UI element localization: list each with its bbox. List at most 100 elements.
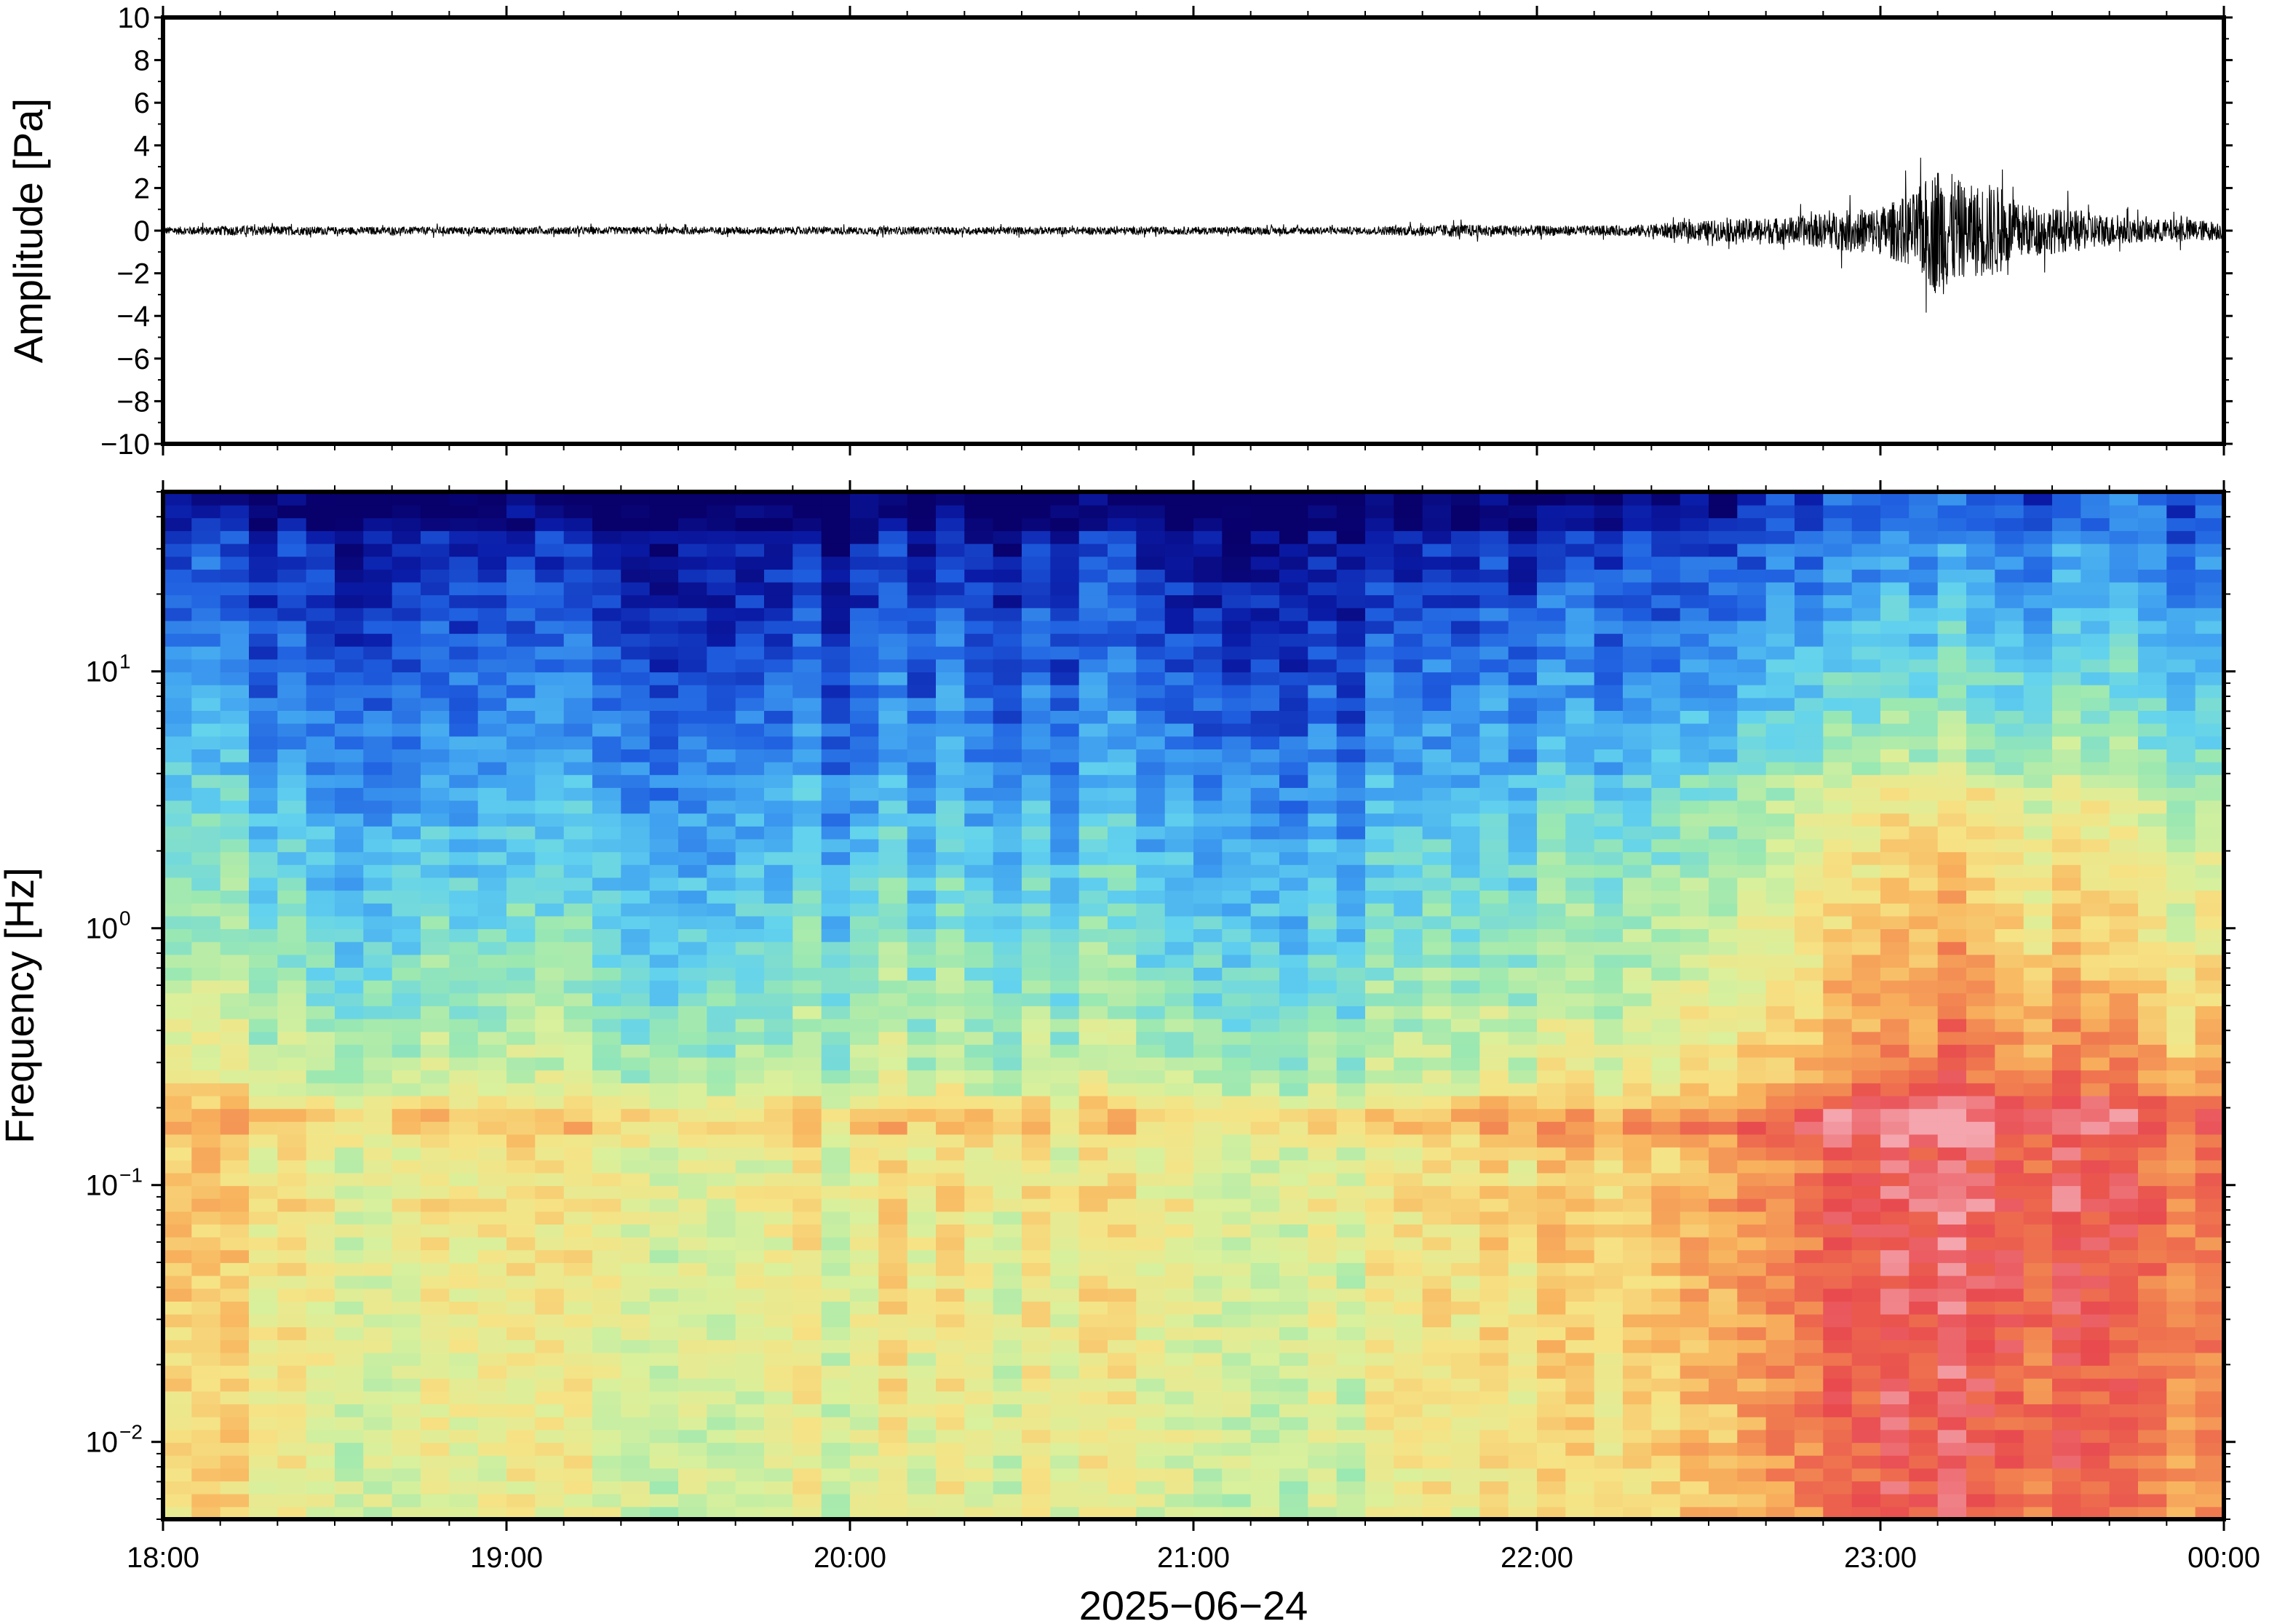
spectrogram-cell xyxy=(1537,736,1567,749)
spectrogram-cell xyxy=(1108,736,1137,749)
spectrogram-cell xyxy=(277,607,307,621)
spectrogram-cell xyxy=(1765,1442,1795,1456)
spectrogram-cell xyxy=(1508,723,1538,737)
spectrogram-cell xyxy=(764,543,794,557)
spectrogram-cell xyxy=(1136,1313,1166,1328)
spectrogram-cell xyxy=(1222,1493,1252,1508)
spectrogram-cell xyxy=(764,979,794,994)
spectrogram-cell xyxy=(878,1056,908,1071)
spectrogram-cell xyxy=(1164,1147,1194,1161)
spectrogram-cell xyxy=(1451,954,1481,968)
spectrogram-cell xyxy=(1479,556,1509,570)
spectrogram-cell xyxy=(592,1082,622,1096)
spectrogram-cell xyxy=(1336,954,1366,968)
spectrogram-cell xyxy=(707,1390,736,1405)
spectrogram-cell xyxy=(792,890,822,904)
spectrogram-cell xyxy=(1222,1454,1252,1469)
spectrogram-cell xyxy=(936,684,966,698)
spectrogram-cell xyxy=(964,838,994,853)
spectrogram-cell xyxy=(878,1262,908,1276)
spectrogram-cell xyxy=(1394,851,1423,865)
spectrogram-cell xyxy=(621,838,651,853)
spectrogram-cell xyxy=(335,838,365,853)
spectrogram-cell xyxy=(1050,1159,1080,1174)
spectrogram-cell xyxy=(191,1070,221,1083)
spectrogram-cell xyxy=(1709,1056,1738,1071)
spectrogram-cell xyxy=(936,1442,966,1456)
spectrogram-cell xyxy=(1479,1172,1509,1187)
spectrogram-cell xyxy=(993,581,1022,596)
spectrogram-cell xyxy=(1108,543,1137,557)
spectrogram-cell xyxy=(1795,1301,1824,1315)
spectrogram-cell xyxy=(1078,556,1108,570)
spectrogram-cell xyxy=(1222,954,1252,968)
spectrogram-cell xyxy=(1479,1006,1509,1019)
spectrogram-cell xyxy=(1193,1159,1223,1174)
spectrogram-cell xyxy=(878,1095,908,1110)
spectrogram-cell xyxy=(707,941,736,955)
spectrogram-cell xyxy=(306,1031,335,1045)
spectrogram-cell xyxy=(1537,967,1567,981)
spectrogram-cell xyxy=(1594,1262,1624,1276)
spectrogram-cell xyxy=(1880,1377,1910,1392)
spectrogram-cell xyxy=(535,1365,565,1379)
spectrogram-cell xyxy=(1880,1056,1910,1071)
spectrogram-cell xyxy=(993,890,1022,904)
spectrogram-cell xyxy=(506,1172,536,1187)
spectrogram-cell xyxy=(1250,1108,1280,1122)
spectrogram-cell xyxy=(1250,877,1280,891)
spectrogram-cell xyxy=(1709,645,1738,660)
spectrogram-cell xyxy=(506,1006,536,1019)
spectrogram-cell xyxy=(735,992,765,1006)
spectrogram-cell xyxy=(477,787,507,801)
spectrogram-cell xyxy=(1709,1121,1738,1135)
spectrogram-cell xyxy=(993,607,1022,621)
spectrogram-cell xyxy=(649,761,679,776)
spectrogram-cell xyxy=(1623,1416,1653,1430)
spectrogram-cell xyxy=(363,594,393,608)
spectrogram-cell xyxy=(1537,645,1567,660)
spectrogram-cell xyxy=(592,723,622,737)
spectrogram-cell xyxy=(764,620,794,634)
spectrogram-cell xyxy=(163,1056,193,1071)
spectrogram-cell xyxy=(735,633,765,647)
spectrogram-cell xyxy=(1594,967,1624,981)
spectrogram-cell xyxy=(1250,1147,1280,1161)
spectrogram-cell xyxy=(1279,607,1309,621)
spectrogram-cell xyxy=(1250,928,1280,942)
spectrogram-cell xyxy=(335,1018,365,1032)
spectrogram-cell xyxy=(1164,645,1194,660)
spectrogram-cell xyxy=(477,1121,507,1135)
spectrogram-cell xyxy=(907,954,937,968)
spectrogram-cell xyxy=(1193,1262,1223,1276)
spectrogram-cell xyxy=(649,813,679,827)
spectrogram-cell xyxy=(1394,1390,1423,1405)
spectrogram-cell xyxy=(449,1442,479,1456)
spectrogram-cell xyxy=(850,877,880,891)
spectrogram-cell xyxy=(191,736,221,749)
spectrogram-cell xyxy=(163,1121,193,1135)
spectrogram-cell xyxy=(1365,890,1395,904)
spectrogram-cell xyxy=(1279,1006,1309,1019)
spectrogram-cell xyxy=(1022,915,1052,929)
spectrogram-cell xyxy=(1651,543,1681,557)
spectrogram-cell xyxy=(1308,1390,1338,1405)
spectrogram-cell xyxy=(1164,1056,1194,1071)
spectrogram-cell xyxy=(1765,1326,1795,1340)
spectrogram-cell xyxy=(1823,1429,1853,1444)
spectrogram-cell xyxy=(1308,1262,1338,1276)
spectrogram-cell xyxy=(678,658,708,673)
spectrogram-cell xyxy=(1823,890,1853,904)
spectrogram-cell xyxy=(1823,607,1853,621)
spectrogram-cell xyxy=(1565,1095,1595,1110)
spectrogram-cell xyxy=(1336,825,1366,840)
spectrogram-cell xyxy=(477,1390,507,1405)
spectrogram-cell xyxy=(1050,517,1080,531)
spectrogram-cell xyxy=(306,774,335,788)
spectrogram-cell xyxy=(1050,761,1080,776)
spectrogram-cell xyxy=(936,1134,966,1148)
spectrogram-cell xyxy=(1651,838,1681,853)
spectrogram-cell xyxy=(878,1070,908,1083)
spectrogram-cell xyxy=(1308,1211,1338,1225)
spectrogram-cell xyxy=(506,992,536,1006)
